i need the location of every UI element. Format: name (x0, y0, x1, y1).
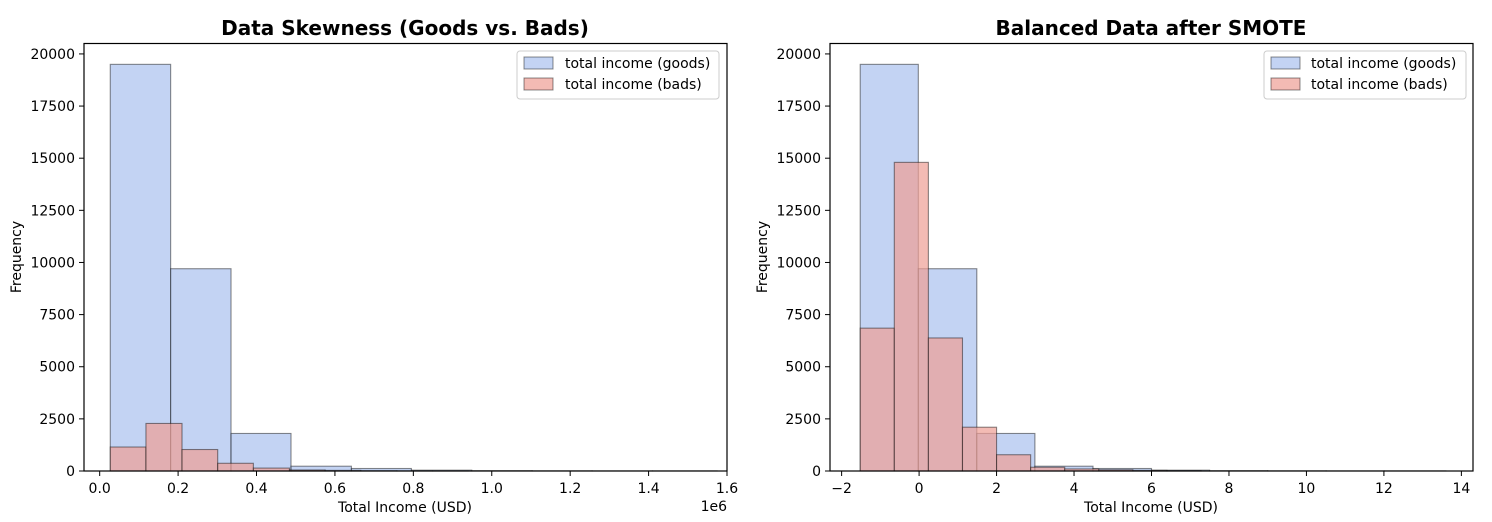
bar-bads-left-3 (217, 462, 254, 472)
x-offset-text-left: 1e6 (701, 499, 728, 515)
panel-right: Balanced Data after SMOTE −2 0 2 4 6 8 10 12 14 … (755, 16, 1474, 516)
bar-bads-left-0 (109, 446, 147, 472)
y-axis-label-left: Frequency (9, 221, 25, 293)
x-axis-right: −2 0 2 4 6 8 10 12 14 (831, 471, 1470, 497)
x-tick-label-right-6: 10 (1298, 481, 1316, 497)
legend-swatch-bads-right (1270, 77, 1301, 91)
y-tick-label-left-5: 12500 (30, 203, 75, 219)
bar-bads-right-1 (893, 161, 929, 472)
y-axis-left: 0 2500 5000 7500 10000 12500 15000 17500 20000 (30, 47, 84, 480)
y-tick-label-right-4: 10000 (776, 255, 821, 271)
x-tick-label-left-6: 1.2 (559, 481, 581, 497)
legend-left: total income (goods) total income (bads) (516, 50, 720, 100)
x-axis-label-left: Total Income (USD) (337, 500, 472, 516)
y-axis-label-right: Frequency (755, 221, 771, 293)
x-tick-label-left-4: 0.8 (402, 481, 424, 497)
bar-bads-left-2 (181, 448, 219, 472)
legend-label-goods-right: total income (goods) (1311, 56, 1456, 72)
x-tick-label-left-0: 0.0 (89, 481, 111, 497)
x-tick-label-right-3: 4 (1070, 481, 1079, 497)
bar-bads-right-0 (859, 327, 895, 472)
legend-label-goods-left: total income (goods) (565, 56, 710, 72)
x-tick-label-right-2: 2 (992, 481, 1001, 497)
chart-title-left: Data Skewness (Goods vs. Bads) (221, 16, 589, 40)
y-tick-label-left-2: 5000 (39, 360, 75, 376)
x-tick-label-right-8: 14 (1452, 481, 1470, 497)
x-tick-label-left-5: 1.0 (481, 481, 503, 497)
y-tick-label-left-6: 15000 (30, 151, 75, 167)
y-tick-label-right-1: 2500 (785, 412, 821, 428)
x-tick-label-right-4: 6 (1147, 481, 1156, 497)
panel-left: Data Skewness (Goods vs. Bads) 0.0 0.2 0.4… (9, 16, 738, 516)
y-tick-label-right-2: 5000 (785, 360, 821, 376)
legend-swatch-goods-left (523, 56, 554, 70)
bar-bads-left-1 (145, 422, 183, 472)
x-axis-left: 0.0 0.2 0.4 0.6 0.8 1.0 1.2 1.4 1.6 (89, 471, 738, 497)
x-tick-label-left-2: 0.4 (245, 481, 267, 497)
y-tick-label-left-0: 0 (66, 464, 75, 480)
bar-goods-left-0 (109, 63, 172, 472)
legend-frame-left (516, 50, 720, 100)
x-tick-label-left-8: 1.6 (716, 481, 738, 497)
bars-right (859, 63, 1447, 472)
y-axis-right: 0 2500 5000 7500 10000 12500 15000 17500 20000 (776, 47, 830, 480)
y-tick-label-left-3: 7500 (39, 308, 75, 324)
x-tick-label-right-0: −2 (831, 481, 852, 497)
y-tick-label-left-4: 10000 (30, 255, 75, 271)
x-axis-label-right: Total Income (USD) (1083, 500, 1218, 516)
legend-swatch-goods-right (1270, 56, 1301, 70)
legend-frame-right (1263, 50, 1467, 100)
y-tick-label-left-1: 2500 (39, 412, 75, 428)
y-tick-label-right-5: 12500 (776, 203, 821, 219)
y-tick-label-left-7: 17500 (30, 99, 75, 115)
chart-title-right: Balanced Data after SMOTE (996, 16, 1307, 40)
y-tick-label-right-7: 17500 (776, 99, 821, 115)
x-tick-label-right-1: 0 (915, 481, 924, 497)
bars-left (109, 63, 718, 472)
y-tick-label-right-0: 0 (812, 464, 821, 480)
y-tick-label-left-8: 20000 (30, 47, 75, 63)
y-tick-label-right-3: 7500 (785, 308, 821, 324)
legend-label-bads-left: total income (bads) (565, 77, 702, 93)
x-tick-label-right-5: 8 (1225, 481, 1234, 497)
bar-bads-right-4 (996, 454, 1032, 472)
bar-bads-right-2 (927, 337, 964, 472)
legend-swatch-bads-left (523, 77, 554, 91)
plot-frame-left (83, 42, 728, 472)
y-tick-label-right-8: 20000 (776, 47, 821, 63)
legend-label-bads-right: total income (bads) (1311, 77, 1448, 93)
x-tick-label-left-1: 0.2 (167, 481, 189, 497)
x-tick-label-right-7: 12 (1375, 481, 1393, 497)
y-tick-label-right-6: 15000 (776, 151, 821, 167)
legend-right: total income (goods) total income (bads) (1263, 50, 1467, 100)
x-tick-label-left-3: 0.6 (324, 481, 346, 497)
x-tick-label-left-7: 1.4 (637, 481, 659, 497)
bar-bads-right-3 (961, 426, 998, 472)
